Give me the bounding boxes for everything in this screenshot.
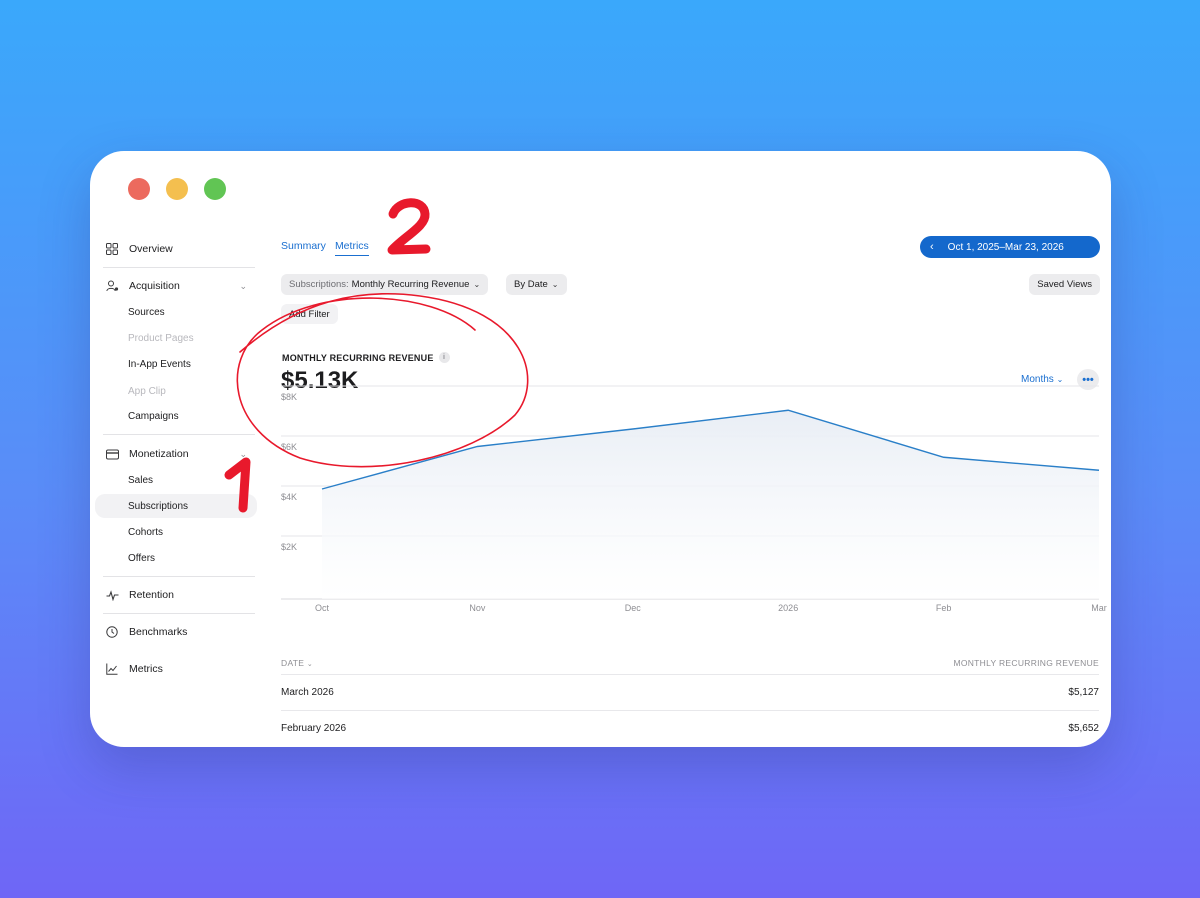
zoom-window-button[interactable] (204, 178, 226, 200)
sidebar-item-label: Overview (129, 243, 173, 255)
clock-icon (105, 625, 119, 639)
person-gear-icon (105, 279, 119, 293)
y-tick-label: $4K (281, 492, 297, 502)
chevron-down-icon: ⌄ (306, 661, 314, 668)
series-area (322, 410, 1099, 599)
measure-select[interactable]: Subscriptions: Monthly Recurring Revenue… (281, 274, 489, 295)
row-value: $5,127 (1068, 687, 1099, 698)
divider (103, 613, 255, 614)
date-range-picker[interactable]: ‹ Oct 1, 2025–Mar 23, 2026 (920, 236, 1100, 258)
divider (281, 710, 1099, 711)
row-date: March 2026 (281, 687, 334, 698)
date-range-label: Oct 1, 2025–Mar 23, 2026 (947, 241, 1064, 253)
tab-summary[interactable]: Summary (281, 240, 326, 252)
pulse-icon (105, 588, 119, 602)
row-value: $5,652 (1068, 723, 1099, 734)
credit-card-icon (105, 447, 119, 461)
measure-prefix: Subscriptions: (289, 279, 349, 290)
sidebar-item-metrics[interactable]: Metrics (95, 656, 257, 682)
x-tick-label: Oct (315, 603, 330, 613)
x-tick-label: Dec (625, 603, 642, 613)
sidebar-item-cohorts[interactable]: Cohorts (128, 526, 164, 538)
interval-select[interactable]: Months ⌄ (1021, 374, 1063, 385)
window-controls (128, 178, 226, 200)
chevron-down-icon: ⌄ (551, 280, 559, 289)
line-chart-icon (105, 662, 119, 676)
y-tick-label: $6K (281, 442, 297, 452)
column-mrr[interactable]: MONTHLY RECURRING REVENUE (953, 658, 1099, 668)
minimize-window-button[interactable] (166, 178, 188, 200)
view-tabs: Summary Metrics (281, 240, 369, 256)
sidebar-item-offers[interactable]: Offers (128, 552, 156, 564)
sidebar-item-app-clip: App Clip (128, 385, 166, 397)
sidebar-item-benchmarks[interactable]: Benchmarks (95, 619, 257, 645)
x-tick-label: Feb (936, 603, 952, 613)
group-by-select[interactable]: By Date ⌄ (506, 274, 567, 295)
saved-views-button[interactable]: Saved Views (1029, 274, 1100, 295)
chevron-down-icon: ⌄ (473, 280, 481, 289)
chevron-down-icon: ⌄ (1056, 375, 1064, 384)
sidebar-item-sales[interactable]: Sales (128, 474, 154, 486)
y-tick-label: $2K (281, 542, 297, 552)
chevron-down-icon[interactable]: ⌄ (239, 281, 247, 291)
sidebar-item-acquisition[interactable]: Acquisition ⌄ (95, 273, 257, 299)
mrr-chart: $8K $6K $4K $2K Oct Nov Dec 2026 Feb Mar (281, 385, 1107, 613)
more-options-button[interactable]: ••• (1077, 369, 1099, 390)
sidebar-item-product-pages: Product Pages (128, 332, 194, 344)
chevron-left-icon[interactable]: ‹ (930, 241, 934, 253)
sidebar-item-overview[interactable]: Overview (95, 236, 257, 262)
sidebar-item-campaigns[interactable]: Campaigns (128, 410, 179, 422)
grid-icon (105, 242, 119, 256)
saved-views-label: Saved Views (1037, 279, 1092, 290)
divider (103, 267, 255, 268)
sidebar-item-label: Monetization (129, 448, 189, 460)
x-tick-label: 2026 (778, 603, 798, 613)
x-tick-label: Mar (1091, 603, 1107, 613)
group-by-label: By Date (514, 279, 548, 290)
tab-metrics[interactable]: Metrics (334, 240, 369, 256)
divider (103, 434, 255, 435)
measure-value: Monthly Recurring Revenue (351, 279, 470, 290)
sidebar-item-label: Metrics (129, 663, 163, 675)
column-date-label: DATE (281, 658, 305, 668)
app-window: Overview Acquisition ⌄ Sources Product P… (90, 151, 1111, 747)
sidebar-item-retention[interactable]: Retention (95, 582, 257, 608)
row-date: February 2026 (281, 723, 347, 734)
sidebar-item-sources[interactable]: Sources (128, 306, 165, 318)
sidebar-item-label: Acquisition (129, 280, 180, 292)
x-tick-label: Nov (469, 603, 486, 613)
sidebar-item-label: Retention (129, 589, 174, 601)
divider (281, 674, 1099, 675)
interval-label: Months (1021, 374, 1054, 385)
sidebar-item-in-app-events[interactable]: In-App Events (128, 358, 191, 370)
close-window-button[interactable] (128, 178, 150, 200)
sidebar-item-label: Benchmarks (129, 626, 188, 638)
y-tick-label: $8K (281, 392, 297, 402)
column-date[interactable]: DATE ⌄ (281, 658, 313, 668)
divider (103, 576, 255, 577)
